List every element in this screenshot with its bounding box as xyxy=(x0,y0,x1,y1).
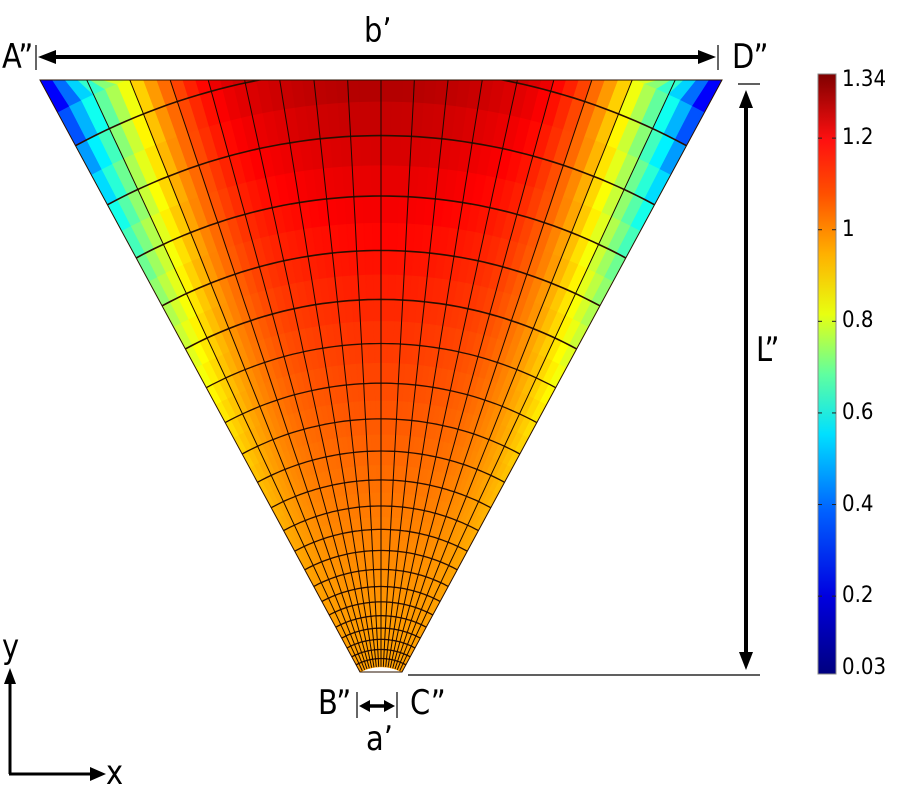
coordinate-axes xyxy=(4,668,106,781)
axis-x-arrow-icon xyxy=(90,767,106,781)
label-corner-A: A” xyxy=(2,37,34,77)
arrow-left-icon xyxy=(359,700,370,712)
label-top-width: b’ xyxy=(364,11,392,51)
mesh-grid xyxy=(75,80,687,672)
axis-y-arrow-icon xyxy=(4,668,16,684)
label-axis-y: y xyxy=(2,627,20,667)
top-width-dimension xyxy=(35,45,719,70)
colorbar-tick-label: 0.6 xyxy=(842,399,874,425)
colorbar-tick-label: 1 xyxy=(842,216,855,242)
colorbar-tick-label: 0.8 xyxy=(842,308,874,334)
colorbar-tick-label: 1.34 xyxy=(842,67,887,92)
colorbar-tick-label: 1.2 xyxy=(842,125,874,151)
colorbar-tick-label: 0.2 xyxy=(842,583,874,609)
label-corner-B: B” xyxy=(318,683,352,723)
label-bottom-width: a’ xyxy=(366,719,393,759)
colorbar-tick-label: 0.03 xyxy=(842,655,887,680)
height-dimension xyxy=(408,83,760,676)
bottom-width-dimension xyxy=(356,692,398,718)
label-axis-x: x xyxy=(106,753,124,793)
arrow-up-icon xyxy=(739,90,753,108)
arrow-left-icon xyxy=(38,50,56,64)
arrow-right-icon xyxy=(384,700,395,712)
arrow-down-icon xyxy=(739,652,753,670)
colorbar-tick-label: 0.4 xyxy=(842,491,874,517)
arrow-right-icon xyxy=(698,50,716,64)
colorbar xyxy=(817,73,837,675)
domain-outline xyxy=(39,79,723,673)
label-height: L” xyxy=(756,330,780,370)
label-corner-C: C” xyxy=(410,683,446,723)
label-corner-D: D” xyxy=(732,37,769,77)
